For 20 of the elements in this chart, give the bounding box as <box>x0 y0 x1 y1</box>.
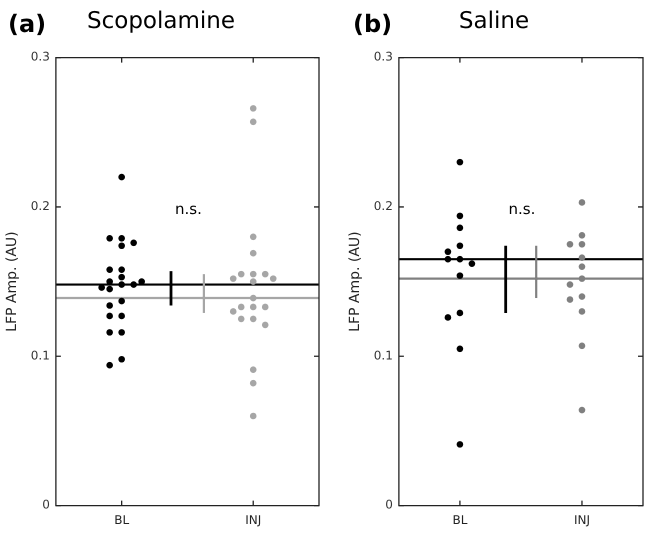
x-tick-label: INJ <box>245 512 262 527</box>
x-tick-label: BL <box>452 512 468 527</box>
y-tick-label: 0.2 <box>30 199 50 214</box>
text: (b) <box>353 10 392 38</box>
x-tick-label: BL <box>114 512 130 527</box>
y-tick-label: 0.1 <box>374 348 393 362</box>
chart-title: Scopolamine <box>87 8 235 34</box>
chart-title: Saline <box>458 8 530 34</box>
y-axis-title: LFP Amp. (AU) <box>347 231 364 332</box>
annotation: n.s. <box>175 200 202 218</box>
annotation: n.s. <box>508 200 536 218</box>
y-axis-title: LFP Amp. (AU) <box>4 231 20 332</box>
y-tick-label: 0.3 <box>30 50 50 64</box>
y-tick-label: 0.3 <box>374 50 393 64</box>
y-tick-label: 0.1 <box>30 348 50 362</box>
x-tick-label: INJ <box>574 512 590 527</box>
y-tick-label: 0 <box>385 498 393 512</box>
text: (a) <box>8 10 46 38</box>
y-tick-label: 0 <box>42 498 50 512</box>
y-tick-label: 0.2 <box>374 199 393 214</box>
